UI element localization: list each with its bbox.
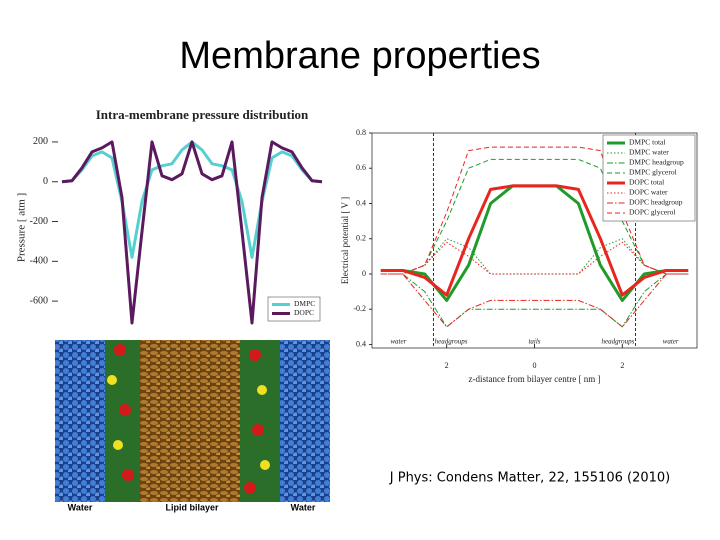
legend-label: DOPC total — [629, 178, 664, 187]
y-tick-label: 0.6 — [356, 163, 366, 172]
x-tick-label: 0 — [533, 361, 537, 370]
series-line — [61, 140, 323, 259]
region-label: water — [663, 338, 679, 346]
y-axis-label: Pressure [ atm ] — [16, 193, 28, 262]
legend-label: DOPC water — [629, 188, 668, 197]
series-line — [380, 238, 689, 275]
citation: J Phys: Condens Matter, 22, 155106 (2010… — [389, 471, 670, 486]
y-tick-label: 0 — [362, 269, 366, 278]
legend-box — [267, 296, 321, 322]
y-tick-label: 0.8 — [356, 128, 366, 137]
image-label: Lipid bilayer — [165, 502, 219, 512]
image-label: Water — [291, 502, 316, 512]
y-tick-label: 0 — [43, 176, 48, 187]
series-line — [380, 273, 689, 328]
image-label: Water — [68, 502, 93, 512]
series-line — [380, 241, 689, 275]
y-tick-label: -600 — [30, 295, 48, 306]
legend-label: DMPC — [294, 299, 315, 308]
y-tick-label: -400 — [30, 256, 48, 267]
y-tick-label: 0.2 — [356, 234, 366, 243]
slide-title: Membrane properties — [179, 35, 540, 77]
y-axis-label: Electrical potential [ V ] — [340, 197, 350, 284]
simulation-image: Water Lipid bilayer Water — [55, 340, 330, 514]
y-tick-label: -0.2 — [353, 304, 366, 313]
x-tick-label: 2 — [620, 361, 624, 370]
y-tick-label: 0.4 — [356, 339, 366, 348]
series-line — [380, 273, 689, 328]
legend-box — [602, 134, 696, 222]
y-tick-label: 200 — [33, 136, 48, 147]
series-line — [380, 184, 689, 297]
x-tick-label: 2 — [445, 361, 449, 370]
region-label: headgroups — [602, 338, 635, 346]
series-line — [380, 146, 689, 275]
legend-label: DMPC glycerol — [629, 168, 677, 177]
region-label: headgroups — [435, 338, 468, 346]
y-tick-label: -200 — [30, 216, 48, 227]
y-tick-label: 0.4 — [356, 198, 366, 207]
x-axis-label: z-distance from bilayer centre [ nm ] — [469, 374, 601, 384]
legend-label: DOPC — [294, 308, 314, 317]
region-label: tails — [528, 338, 540, 346]
legend-label: DMPC total — [629, 138, 665, 147]
region-label: water — [390, 338, 406, 346]
series-line — [380, 158, 689, 275]
legend-label: DOPC glycerol — [629, 208, 675, 217]
legend-label: DMPC headgroup — [629, 158, 684, 167]
series-line — [61, 140, 323, 325]
chart-title: Intra-membrane pressure distribution — [96, 107, 309, 122]
legend-label: DOPC headgroup — [629, 198, 683, 207]
legend-label: DMPC water — [629, 148, 669, 157]
